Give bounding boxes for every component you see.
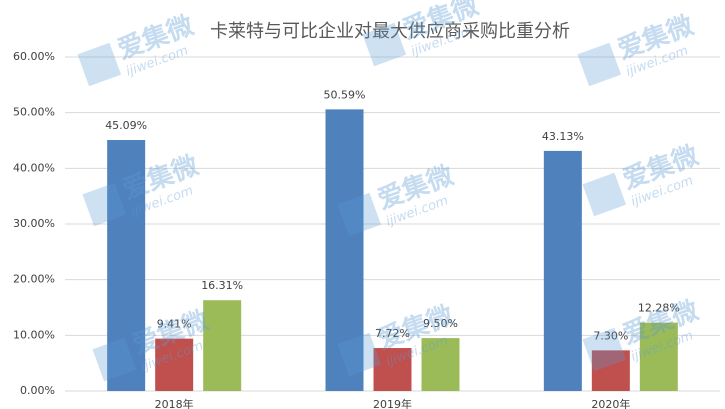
y-tick-label: 10.00% [13, 328, 55, 341]
watermark-logo [582, 172, 627, 217]
data-label: 7.72% [375, 327, 410, 340]
y-tick-label: 20.00% [13, 273, 55, 286]
x-tick-label: 2019年 [373, 397, 412, 409]
data-label: 45.09% [105, 119, 147, 132]
bar [591, 350, 630, 391]
data-label: 12.28% [638, 302, 680, 315]
x-tick-label: 2018年 [155, 397, 194, 409]
bar [639, 322, 678, 391]
watermark-logo [582, 327, 627, 372]
watermark-logo [337, 192, 382, 237]
data-label: 7.30% [593, 329, 628, 342]
data-label: 9.50% [423, 317, 458, 330]
chart-title: 卡莱特与可比企业对最大供应商采购比重分析 [210, 21, 570, 42]
bar [155, 338, 194, 391]
bar [325, 109, 364, 392]
data-label: 43.13% [542, 130, 584, 143]
bar [373, 348, 412, 391]
bar [107, 139, 146, 391]
watermark-logo [362, 22, 407, 67]
y-tick-label: 0.00% [20, 384, 55, 397]
watermark-logo [577, 42, 622, 87]
bar [543, 150, 582, 391]
watermark-logo [77, 42, 122, 87]
bar [203, 300, 242, 391]
watermark-logo [92, 337, 137, 382]
y-tick-label: 50.00% [13, 106, 55, 119]
y-tick-label: 60.00% [13, 50, 55, 63]
bar [421, 338, 460, 391]
y-tick-label: 40.00% [13, 161, 55, 174]
data-label: 16.31% [201, 279, 243, 292]
data-label: 9.41% [157, 318, 192, 331]
data-label: 50.59% [324, 88, 366, 101]
watermark-logo [337, 332, 382, 377]
y-tick-label: 30.00% [13, 217, 55, 230]
watermark-logo [82, 182, 127, 227]
x-tick-label: 2020年 [591, 397, 630, 409]
